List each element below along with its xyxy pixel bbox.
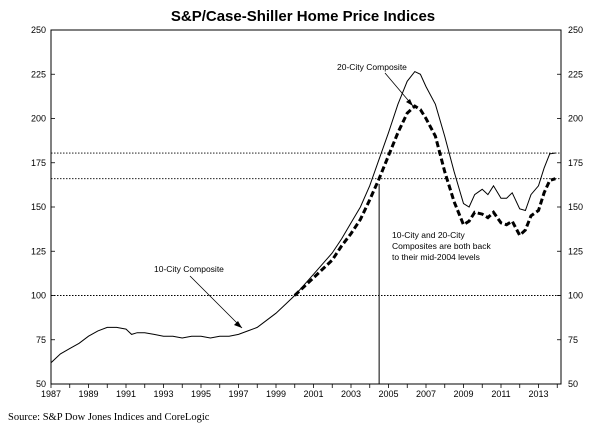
x-axis: 1987 1989 1991 1993 1995 1997 1999 2001 2003 2005… (41, 384, 558, 399)
y-tick-label: 200 (568, 114, 583, 124)
annotation-10-city: 10-City Composite (154, 264, 224, 274)
x-tick-label: 2013 (528, 389, 548, 399)
y-tick-label: 175 (568, 158, 583, 168)
source-note: Source: S&P Dow Jones Indices and CoreLo… (8, 412, 210, 423)
chart-title: S&P/Case-Shiller Home Price Indices (171, 8, 435, 25)
x-tick-label: 2003 (341, 389, 361, 399)
y-tick-label: 225 (31, 69, 46, 79)
arrowhead-20-city (406, 99, 413, 106)
y-tick-label: 50 (36, 379, 46, 389)
y-tick-label: 125 (568, 246, 583, 256)
series-10-city (50, 70, 556, 364)
x-tick-label: 1989 (78, 389, 98, 399)
y-tick-label: 250 (31, 25, 46, 35)
x-tick-label: 2005 (378, 389, 398, 399)
y-tick-label: 75 (568, 335, 578, 345)
x-tick-label: 2001 (303, 389, 323, 399)
y-tick-label: 150 (568, 202, 583, 212)
y-tick-label: 200 (31, 114, 46, 124)
y-tick-label: 175 (31, 158, 46, 168)
annotation-note-line-2: Composites are both back (392, 241, 491, 251)
y-axis-right: 50 75 100 125 150 175 200 225 250 (557, 25, 583, 389)
y-axis-left: 50 75 100 125 150 175 200 225 250 (31, 25, 55, 389)
series-20-city (293, 104, 556, 297)
reference-lines (51, 152, 561, 384)
arrow-10-city (189, 275, 243, 329)
x-tick-label: 1987 (41, 389, 61, 399)
x-tick-label: 2011 (491, 389, 510, 399)
y-tick-label: 225 (568, 69, 583, 79)
series-lines (50, 70, 556, 364)
annotation-note-line-3: to their mid-2004 levels (392, 252, 480, 262)
y-tick-label: 100 (31, 291, 46, 301)
x-tick-label: 2009 (453, 389, 473, 399)
x-tick-label: 1991 (116, 389, 136, 399)
annotation-20-city: 20-City Composite (337, 62, 407, 72)
arrowhead-10-city (234, 321, 242, 328)
y-tick-label: 150 (31, 202, 46, 212)
y-tick-label: 100 (568, 291, 583, 301)
y-tick-label: 50 (568, 379, 578, 389)
annotation-note-line-1: 10-City and 20-City (392, 230, 466, 240)
x-tick-label: 1993 (153, 389, 173, 399)
x-tick-label: 1995 (191, 389, 211, 399)
y-tick-label: 125 (31, 246, 46, 256)
y-tick-label: 250 (568, 25, 583, 35)
x-tick-label: 1999 (266, 389, 286, 399)
annotations: 20-City Composite 10-City Composite 10-C… (154, 62, 491, 329)
x-tick-label: 2007 (416, 389, 436, 399)
x-tick-label: 1997 (228, 389, 248, 399)
y-tick-label: 75 (36, 335, 46, 345)
